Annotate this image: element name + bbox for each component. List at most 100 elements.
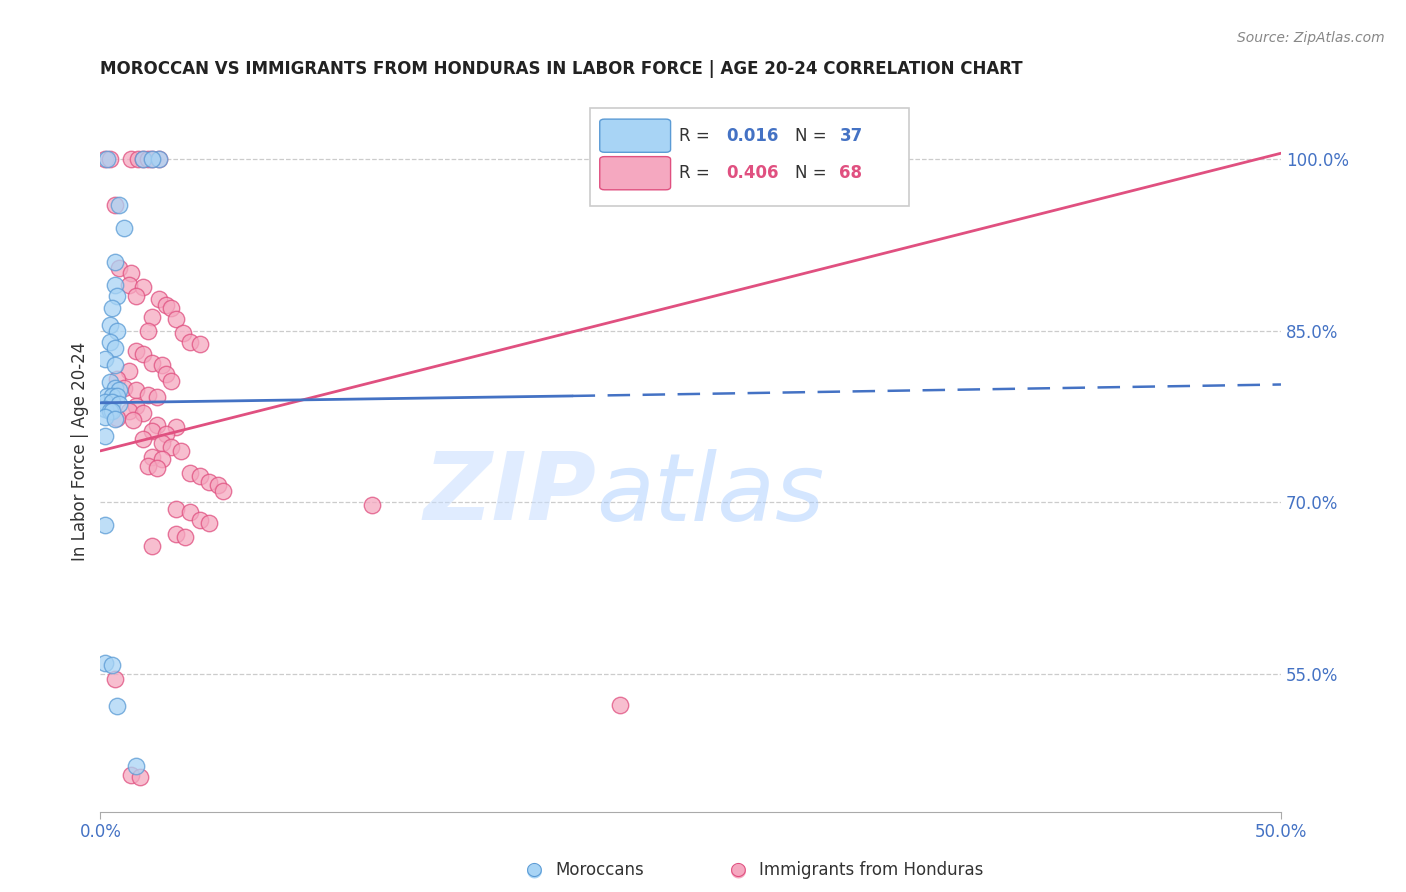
FancyBboxPatch shape: [600, 157, 671, 190]
Text: Source: ZipAtlas.com: Source: ZipAtlas.com: [1237, 31, 1385, 45]
Point: [160, 374, 183, 388]
Text: Moroccans: Moroccans: [555, 861, 644, 879]
Point: [96, 389, 118, 403]
Point: [188, 469, 211, 483]
Point: [160, 441, 183, 455]
Point: [98, 335, 121, 350]
Point: [880, 152, 903, 166]
Point: [146, 417, 169, 432]
Point: [188, 512, 211, 526]
Point: [136, 458, 159, 473]
Point: [132, 433, 155, 447]
Point: [101, 394, 124, 409]
Point: [136, 324, 159, 338]
Point: [112, 220, 135, 235]
Point: [165, 502, 187, 516]
Point: [120, 152, 142, 166]
Point: [146, 390, 169, 404]
Point: [127, 152, 149, 166]
Text: ●: ●: [526, 860, 543, 880]
Point: [132, 280, 155, 294]
Text: atlas: atlas: [596, 449, 824, 540]
Point: [122, 413, 145, 427]
Point: [125, 344, 148, 359]
Point: [103, 341, 125, 355]
Point: [141, 450, 163, 464]
Y-axis label: In Labor Force | Age 20-24: In Labor Force | Age 20-24: [72, 342, 89, 560]
Point: [94, 429, 117, 443]
Point: [108, 397, 131, 411]
Point: [120, 267, 142, 281]
Point: [94, 352, 117, 367]
Point: [212, 483, 235, 498]
Point: [103, 198, 125, 212]
Point: [845, 152, 868, 166]
Point: [112, 381, 135, 395]
Point: [103, 358, 125, 372]
Text: 0.406: 0.406: [725, 164, 779, 182]
Point: [155, 426, 177, 441]
Point: [179, 335, 201, 350]
Point: [146, 461, 169, 475]
Point: [165, 527, 187, 541]
Point: [148, 152, 170, 166]
Text: ZIP: ZIP: [423, 448, 596, 541]
Point: [141, 539, 163, 553]
Point: [165, 312, 187, 326]
Text: 37: 37: [839, 127, 863, 145]
Point: [98, 152, 121, 166]
Point: [108, 383, 131, 397]
Point: [188, 337, 211, 351]
Point: [105, 389, 128, 403]
Point: [141, 356, 163, 370]
Point: [101, 397, 124, 411]
Point: [148, 152, 170, 166]
Text: ●: ●: [730, 860, 747, 880]
Text: R =: R =: [679, 164, 714, 182]
Point: [207, 478, 229, 492]
Point: [125, 383, 148, 397]
Point: [160, 301, 183, 315]
Point: [150, 451, 173, 466]
Point: [155, 367, 177, 381]
Point: [101, 389, 124, 403]
Point: [179, 466, 201, 480]
Point: [103, 381, 125, 395]
Point: [609, 698, 631, 712]
Text: ○: ○: [526, 860, 543, 880]
Point: [118, 277, 141, 292]
Point: [174, 530, 197, 544]
Point: [120, 768, 142, 782]
Point: [108, 260, 131, 275]
Point: [125, 758, 148, 772]
Point: [148, 292, 170, 306]
Point: [105, 372, 128, 386]
Point: [172, 326, 194, 340]
Text: 0.016: 0.016: [725, 127, 779, 145]
Point: [118, 364, 141, 378]
Point: [165, 420, 187, 434]
Point: [125, 399, 148, 413]
Point: [94, 656, 117, 670]
Point: [118, 404, 141, 418]
Point: [169, 443, 191, 458]
Point: [198, 475, 221, 489]
Point: [108, 198, 131, 212]
Point: [132, 346, 155, 360]
Point: [155, 298, 177, 312]
Text: 68: 68: [839, 164, 862, 182]
Text: R =: R =: [679, 127, 714, 145]
Point: [105, 410, 128, 425]
Text: ○: ○: [730, 860, 747, 880]
Point: [125, 289, 148, 303]
Point: [105, 699, 128, 714]
Point: [105, 289, 128, 303]
Point: [103, 277, 125, 292]
Point: [94, 409, 117, 424]
Point: [98, 318, 121, 332]
FancyBboxPatch shape: [591, 108, 910, 206]
Point: [132, 152, 155, 166]
Point: [94, 401, 117, 416]
Point: [361, 498, 384, 512]
Point: [101, 404, 124, 418]
